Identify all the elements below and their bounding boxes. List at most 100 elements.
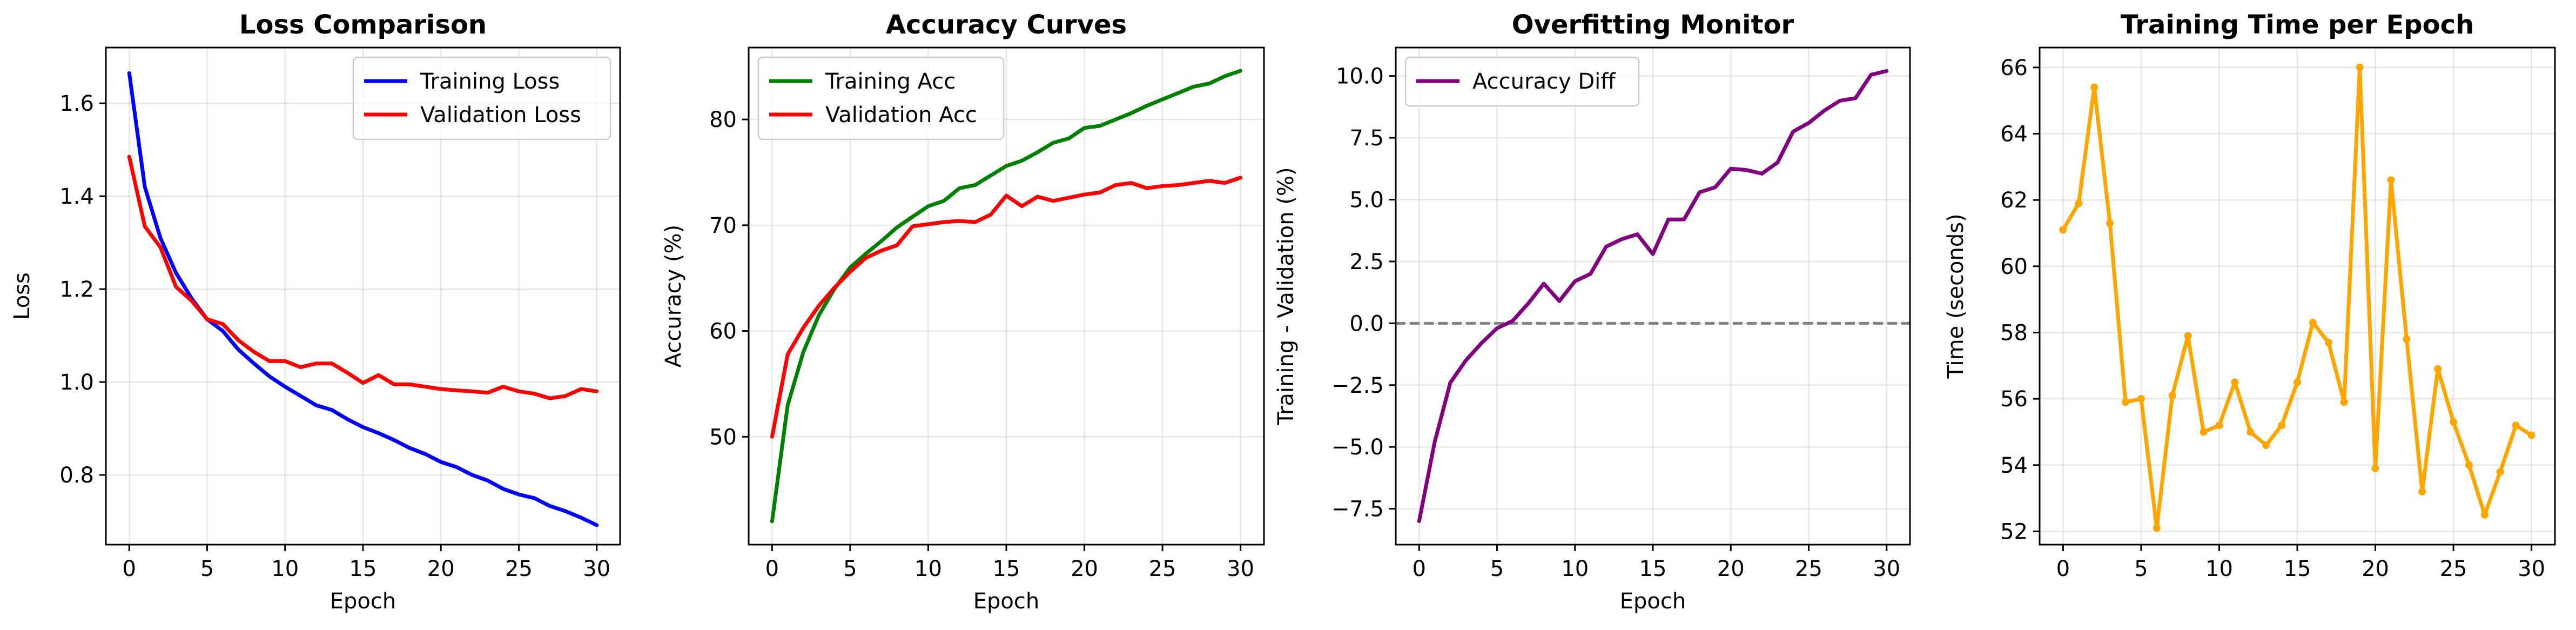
y-axis-label: Training - Validation (%) xyxy=(1274,167,1299,425)
x-tick-label: 25 xyxy=(1795,557,1822,581)
data-point xyxy=(2324,338,2332,346)
y-axis-label: Time (seconds) xyxy=(1943,213,1968,379)
x-tick-label: 0 xyxy=(2056,557,2070,581)
x-tick-label: 20 xyxy=(1717,557,1745,581)
chart-panel-3: 0 5 10 15 20 25 30 −7.5 −5.0 −2.5 0.0 2.5 5.0 7.5 10.0… xyxy=(1274,10,1911,614)
x-tick-label: 25 xyxy=(1149,557,1176,581)
y-tick-label: 56 xyxy=(2000,387,2028,412)
x-tick-label: 15 xyxy=(349,557,377,581)
y-tick-label: 60 xyxy=(2000,254,2028,279)
y-tick-label: 70 xyxy=(709,213,737,238)
chart-title: Training Time per Epoch xyxy=(2121,10,2474,40)
x-tick-label: 20 xyxy=(427,557,455,581)
chart-title: Loss Comparison xyxy=(239,10,487,40)
y-tick-label: 5.0 xyxy=(1349,187,1384,212)
x-tick-label: 5 xyxy=(200,557,214,581)
data-point xyxy=(2450,418,2458,426)
x-tick-label: 10 xyxy=(1561,557,1589,581)
data-point xyxy=(2465,461,2473,469)
data-point xyxy=(2075,199,2083,207)
legend-box xyxy=(352,56,611,140)
data-point xyxy=(2262,441,2270,449)
y-tick-label: −7.5 xyxy=(1331,497,1384,522)
data-point xyxy=(2247,428,2255,436)
series-line-2 xyxy=(770,176,1243,439)
x-tick-label: 5 xyxy=(1490,557,1504,581)
legend-box xyxy=(1404,56,1640,107)
y-tick-label: 64 xyxy=(2000,122,2028,146)
y-tick-label: 7.5 xyxy=(1349,126,1384,151)
data-point xyxy=(2137,395,2145,403)
x-tick-label: 30 xyxy=(2518,557,2545,581)
y-tick-label: 1.4 xyxy=(59,184,94,209)
data-point xyxy=(2512,421,2520,430)
y-tick-label: −2.5 xyxy=(1331,373,1384,398)
data-point xyxy=(2480,511,2488,519)
data-point xyxy=(2403,335,2411,343)
data-point xyxy=(2527,431,2535,439)
x-tick-label: 20 xyxy=(2362,557,2389,581)
x-tick-label: 10 xyxy=(271,557,299,581)
data-point xyxy=(2106,219,2114,227)
x-tick-label: 25 xyxy=(2440,557,2467,581)
x-axis-label: Epoch xyxy=(1620,589,1686,614)
x-tick-label: 0 xyxy=(123,557,136,581)
x-axis-label: Epoch xyxy=(973,589,1039,614)
x-tick-label: 15 xyxy=(993,557,1020,581)
data-point xyxy=(2231,378,2239,386)
data-point xyxy=(2153,524,2161,532)
y-tick-label: 2.5 xyxy=(1349,250,1384,274)
data-point xyxy=(2309,319,2317,327)
x-tick-label: 5 xyxy=(2134,557,2148,581)
x-tick-label: 10 xyxy=(2205,557,2233,581)
chart-panel-1: 0 5 10 15 20 25 30 0.8 1.0 1.2 1.4 1.6 Loss Comparis… xyxy=(10,10,621,614)
legend-label: Validation Acc xyxy=(825,103,977,128)
legend-label: Accuracy Diff xyxy=(1472,69,1616,94)
y-tick-label: 50 xyxy=(709,425,737,450)
data-point xyxy=(2168,392,2176,399)
legend: Accuracy Diff xyxy=(1404,56,1640,107)
legend-box xyxy=(757,56,1005,140)
x-tick-label: 20 xyxy=(1071,557,1098,581)
series-line-1 xyxy=(770,69,1243,524)
chart-panel-2: 0 5 10 15 20 25 30 50 60 70 80 Accuracy Curves Epoch… xyxy=(661,10,1265,614)
data-point xyxy=(2215,421,2223,430)
x-tick-label: 10 xyxy=(914,557,942,581)
y-tick-label: 62 xyxy=(2000,188,2028,213)
y-tick-label: 0.0 xyxy=(1349,311,1384,336)
series-line-1 xyxy=(1417,69,1889,523)
data-point xyxy=(2434,365,2442,373)
x-tick-label: 30 xyxy=(1873,557,1900,581)
x-tick-label: 0 xyxy=(1413,557,1426,581)
data-point xyxy=(2371,464,2379,472)
x-tick-label: 15 xyxy=(1639,557,1667,581)
legend: Training Acc Validation Acc xyxy=(757,56,1005,140)
data-point xyxy=(2278,421,2286,430)
legend-label: Training Acc xyxy=(825,69,956,94)
y-axis-label: Accuracy (%) xyxy=(661,225,686,368)
legend-label: Validation Loss xyxy=(420,103,581,128)
data-point xyxy=(2356,63,2364,71)
data-point xyxy=(2496,468,2504,476)
data-point xyxy=(2059,226,2067,234)
y-tick-label: 52 xyxy=(2000,519,2028,544)
data-point xyxy=(2340,398,2348,406)
legend: Training Loss Validation Loss xyxy=(352,56,611,140)
x-tick-label: 30 xyxy=(1227,557,1254,581)
chart-panel-4: 0 5 10 15 20 25 30 52 54 56 58 60 62 64 66 Training Tim… xyxy=(1943,10,2556,581)
y-tick-label: 1.6 xyxy=(59,91,94,116)
series-line-2 xyxy=(127,155,599,400)
y-tick-label: 1.2 xyxy=(59,277,94,302)
y-axis-label: Loss xyxy=(10,272,35,320)
x-axis-label: Epoch xyxy=(330,589,396,614)
data-point xyxy=(2387,176,2395,184)
data-point xyxy=(2184,332,2192,340)
y-tick-label: 54 xyxy=(2000,453,2028,478)
x-tick-label: 25 xyxy=(505,557,533,581)
y-tick-label: 10.0 xyxy=(1336,64,1384,89)
x-tick-label: 5 xyxy=(843,557,857,581)
y-tick-label: −5.0 xyxy=(1331,435,1384,460)
y-tick-label: 80 xyxy=(709,108,737,132)
chart-title: Accuracy Curves xyxy=(886,10,1127,40)
